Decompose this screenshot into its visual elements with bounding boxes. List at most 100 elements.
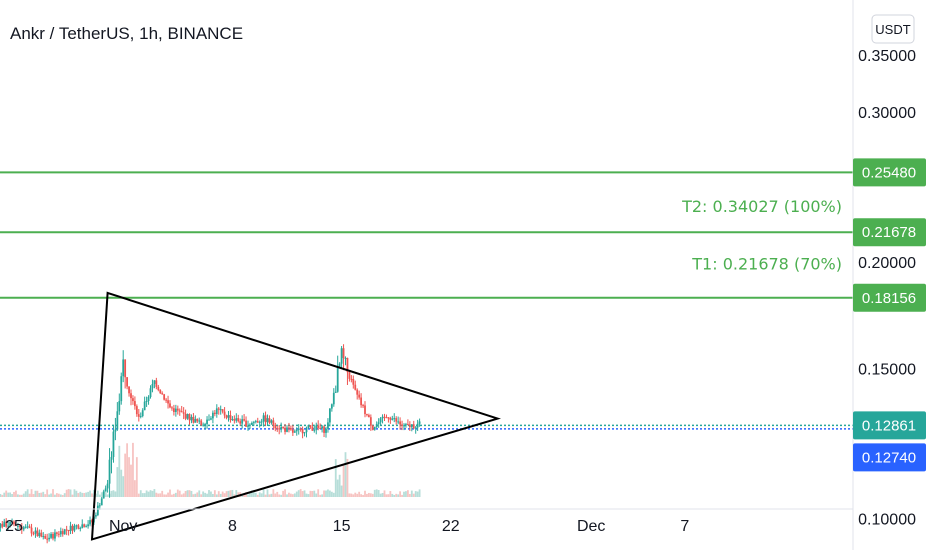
candle-body [321, 426, 323, 429]
volume-bar [188, 490, 191, 497]
volume-bar [46, 489, 49, 497]
volume-bar [200, 494, 203, 497]
candle-body [274, 425, 277, 429]
volume-bar [174, 492, 177, 497]
volume-bar [106, 494, 109, 497]
candle-body [79, 527, 82, 529]
volume-bar [276, 491, 279, 497]
candle-body [362, 405, 364, 407]
candle-body [252, 422, 255, 424]
volume-bar [319, 494, 322, 497]
volume-bar [167, 492, 169, 497]
volume-bar [87, 491, 89, 497]
volume-bar [65, 489, 68, 497]
candle-body [377, 422, 380, 425]
volume-bar [79, 491, 82, 497]
volume-bar [325, 490, 327, 497]
candle-body [293, 431, 296, 433]
y-tick-label: 0.30000 [858, 105, 916, 122]
volume-bar [38, 492, 41, 497]
level-018156-tag-box [853, 283, 926, 312]
volume-bar [137, 493, 140, 497]
candle-body [258, 421, 261, 423]
volume-bar [54, 494, 56, 497]
candle-body [137, 414, 140, 417]
candle-body [13, 521, 15, 525]
candle-body [303, 432, 306, 434]
candle-body [389, 417, 392, 420]
volume-bar [163, 494, 166, 497]
volume-bar [61, 494, 64, 497]
candle-body [100, 498, 103, 506]
volume-bar [266, 489, 269, 497]
candle-body [165, 399, 167, 401]
volume-bar [330, 491, 333, 497]
x-tick-label: Dec [577, 518, 605, 535]
candle-body [315, 425, 318, 430]
candle-body [403, 425, 405, 427]
volume-bar [171, 494, 173, 497]
candle-body [73, 525, 76, 531]
candle-body [329, 408, 331, 423]
triangle-shape [90, 291, 501, 541]
volume-bar [405, 491, 407, 497]
current-price-tag-box [853, 411, 926, 440]
volume-bar [340, 485, 343, 497]
candle-body [387, 417, 390, 419]
volume-bar [342, 465, 345, 497]
volume-bar [284, 489, 286, 497]
candle-body [188, 414, 191, 421]
candle-body [161, 393, 164, 395]
candle-body [223, 411, 226, 416]
candle-body [124, 359, 127, 378]
volume-bar [143, 493, 146, 497]
candle-body [11, 521, 13, 523]
volume-bar [399, 491, 401, 497]
candle-body [307, 425, 310, 428]
volume-bar [371, 493, 374, 497]
candle-body [334, 391, 337, 393]
candle-body [0, 523, 2, 528]
candle-body [338, 363, 341, 368]
level-025480-tag-label: 0.25480 [862, 164, 916, 181]
candle-body [32, 533, 35, 535]
volume-bar [198, 490, 201, 497]
candles [0, 344, 421, 544]
volume-bar [44, 494, 47, 497]
volume-bar [393, 494, 396, 497]
candle-body [50, 533, 52, 538]
y-tick-label: 0.20000 [858, 255, 916, 272]
candle-body [260, 421, 263, 423]
candle-body [241, 419, 244, 424]
volume-bar [134, 480, 136, 497]
volume-bar [362, 494, 364, 497]
y-tick-label: 0.10000 [858, 511, 916, 528]
x-tick-label: 25 [5, 518, 23, 535]
candle-body [75, 525, 78, 527]
volume-bar [75, 490, 78, 497]
currency-label[interactable]: USDT [875, 22, 910, 37]
volume-bar [373, 489, 376, 497]
candle-body [83, 524, 86, 527]
candle-body [336, 367, 339, 392]
volume-bar [139, 490, 142, 497]
volume-bar [155, 492, 158, 497]
volume-bar [346, 458, 349, 497]
candle-body [116, 411, 119, 430]
chart-title: Ankr / TetherUS, 1h, BINANCE [10, 24, 243, 43]
currency-button[interactable]: USDT [871, 14, 915, 44]
volume-bar [180, 494, 183, 497]
volume-bar [20, 494, 23, 497]
volume-bar [360, 494, 362, 497]
candle-body [89, 520, 91, 525]
candle-body [346, 357, 349, 373]
candle-body [143, 401, 146, 411]
volume-bar [202, 491, 205, 497]
volume-bar [375, 489, 378, 497]
volume-bar [235, 490, 238, 497]
volume-bar [278, 494, 281, 497]
volume-bar [416, 491, 419, 497]
volume-bar [401, 494, 403, 497]
level-021678-tag-box [853, 218, 926, 247]
